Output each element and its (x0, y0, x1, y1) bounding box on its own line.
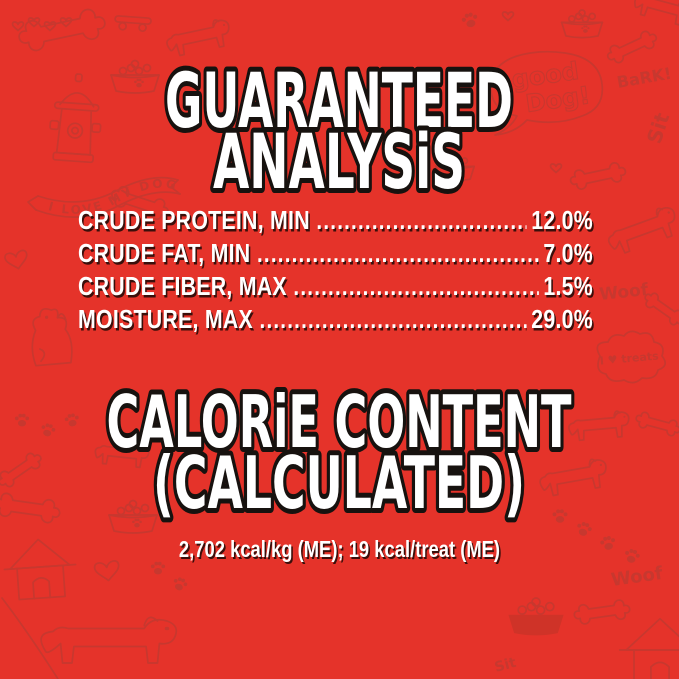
dotted-leader (257, 238, 538, 271)
calorie-content-heading-line2: (CALCULATED) (153, 441, 525, 525)
treats-cloud-doodle: I ♥ treats (597, 331, 665, 382)
analysis-row-crude-fiber: CRUDE FIBER, MAX 1.5% (78, 270, 593, 303)
dotted-leader (260, 304, 527, 337)
dotted-leader (293, 271, 538, 304)
analysis-row-crude-fat: CRUDE FAT, MIN 7.0% (78, 237, 593, 270)
analysis-row-crude-protein: CRUDE PROTEIN, MIN 12.0% (78, 204, 593, 237)
calorie-content-heading-line1: CALORiE CONTENT (107, 380, 572, 464)
analysis-row-label: CRUDE PROTEIN, MIN (78, 205, 310, 235)
analysis-row-label: CRUDE FIBER, MAX (78, 271, 287, 301)
analysis-row-label: CRUDE FAT, MIN (78, 238, 251, 268)
sit-text-doodle: Sit (493, 655, 518, 676)
analysis-row-label: MOISTURE, MAX (78, 304, 253, 334)
treats-text-doodle: I ♥ treats (599, 349, 659, 367)
leash-doodle (2, 598, 58, 679)
analysis-row-value: 1.5% (543, 271, 593, 301)
analysis-row-moisture: MOISTURE, MAX 29.0% (78, 303, 593, 336)
dotted-leader (316, 205, 526, 238)
guaranteed-analysis-heading-line1: GUARANTEED (165, 56, 513, 145)
guaranteed-analysis-heading: GUARANTEED ANALYSiS (160, 51, 518, 211)
analysis-row-value: 12.0% (531, 205, 593, 235)
calorie-content-heading: CALORiE CONTENT (CALCULATED) (102, 375, 577, 530)
guaranteed-analysis-table: CRUDE PROTEIN, MIN 12.0% CRUDE FAT, MIN … (78, 192, 593, 336)
analysis-row-value: 29.0% (531, 304, 593, 334)
calorie-value-line: 2,702 kcal/kg (ME); 19 kcal/treat (ME) (178, 536, 501, 562)
guaranteed-analysis-heading-line2: ANALYSiS (213, 117, 465, 206)
analysis-row-value: 7.0% (543, 238, 593, 268)
